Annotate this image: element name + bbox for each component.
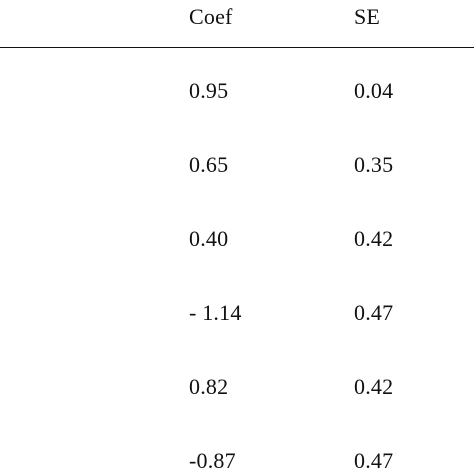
table-cell-se: 0.47 bbox=[354, 300, 394, 325]
table-cell-se: 0.04 bbox=[354, 78, 394, 103]
table-cell-se: 0.42 bbox=[354, 374, 394, 399]
table-cell-coef: 0.82 bbox=[189, 374, 229, 399]
table-cell-se: 0.42 bbox=[354, 226, 394, 251]
table-cell-se: 0.47 bbox=[354, 448, 394, 473]
table-cell-coef: -0.87 bbox=[189, 448, 236, 473]
column-header-coef: Coef bbox=[189, 4, 233, 29]
table-cell-coef: - 1.14 bbox=[189, 300, 242, 325]
table-cell-coef: 0.65 bbox=[189, 152, 229, 177]
table-cell-coef: 0.40 bbox=[189, 226, 229, 251]
column-header-se: SE bbox=[354, 4, 381, 29]
header-rule bbox=[0, 47, 474, 48]
table-cell-coef: 0.95 bbox=[189, 78, 229, 103]
table-cell-se: 0.35 bbox=[354, 152, 394, 177]
